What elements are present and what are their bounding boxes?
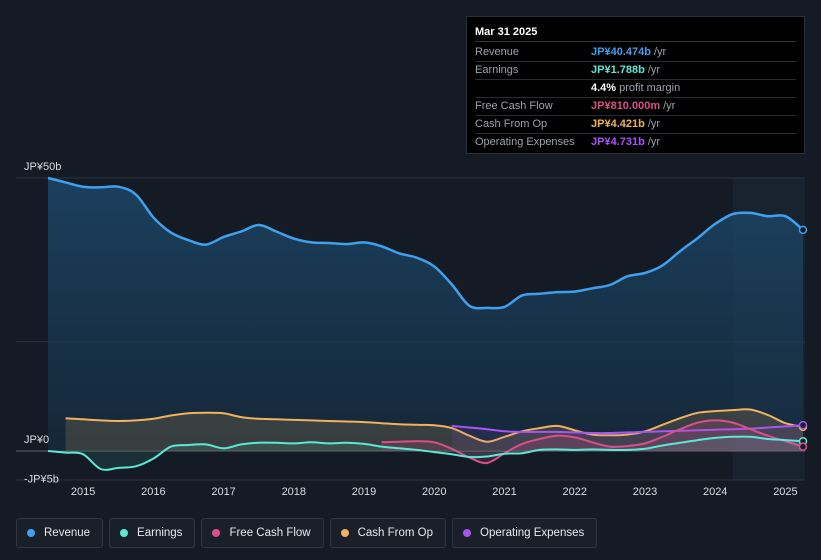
- area-operating-expenses: [451, 425, 803, 451]
- x-tick-label: 2023: [633, 486, 657, 498]
- tooltip-value: JP¥4.421b: [591, 118, 645, 130]
- legend-item-revenue[interactable]: Revenue: [16, 518, 104, 548]
- y-tick-label: -JP¥5b: [24, 473, 59, 485]
- data-tooltip: Mar 31 2025 Revenue JP¥40.474b /yr Earni…: [466, 16, 805, 154]
- legend-label: Earnings: [137, 527, 183, 539]
- area-earnings: [48, 436, 803, 470]
- chart-legend: Revenue Earnings Free Cash Flow Cash Fro…: [16, 518, 598, 548]
- tooltip-row-operating-expenses: Operating Expenses JP¥4.731b /yr: [475, 134, 796, 151]
- legend-item-earnings[interactable]: Earnings: [109, 518, 196, 548]
- tooltip-row-revenue: Revenue JP¥40.474b /yr: [475, 44, 796, 62]
- tooltip-value: JP¥4.731b: [591, 136, 645, 148]
- tooltip-unit: /yr: [647, 118, 661, 130]
- x-tick-label: 2020: [422, 486, 446, 498]
- tooltip-value: JP¥40.474b: [591, 46, 651, 58]
- tooltip-row-earnings: Earnings JP¥1.788b /yr: [475, 62, 796, 80]
- tooltip-unit: /yr: [653, 46, 667, 58]
- line-operating-expenses: [451, 424, 804, 435]
- line-cash-from-op: [65, 408, 804, 443]
- legend-label: Revenue: [44, 527, 91, 539]
- area-revenue: [48, 178, 803, 451]
- x-tick-label: 2024: [703, 486, 727, 498]
- point-free-cash-flow-last: [798, 442, 808, 451]
- x-tick-label: 2016: [141, 486, 165, 498]
- x-tick-label: 2022: [563, 486, 587, 498]
- tooltip-row-free-cash-flow: Free Cash Flow JP¥810.000m /yr: [475, 98, 796, 116]
- area-free-cash-flow: [381, 420, 803, 464]
- line-earnings: [47, 435, 804, 471]
- legend-label: Cash From Op: [357, 527, 434, 539]
- x-tick-label: 2015: [71, 486, 95, 498]
- legend-item-free-cash-flow[interactable]: Free Cash Flow: [201, 518, 324, 548]
- point-operating-expenses-last: [798, 420, 808, 430]
- legend-label: Operating Expenses: [480, 527, 585, 539]
- y-tick-label: JP¥0: [24, 434, 49, 446]
- tooltip-label: [475, 80, 591, 97]
- legend-dot-icon: [212, 529, 221, 537]
- tooltip-label: Cash From Op: [475, 118, 548, 130]
- line-revenue: [47, 176, 804, 310]
- tooltip-value: JP¥1.788b: [591, 64, 645, 76]
- tooltip-unit: /yr: [647, 136, 661, 148]
- legend-dot-icon: [340, 529, 349, 537]
- tooltip-label: Earnings: [475, 64, 519, 76]
- x-tick-label: 2017: [211, 486, 235, 498]
- legend-label: Free Cash Flow: [229, 527, 311, 539]
- legend-item-operating-expenses[interactable]: Operating Expenses: [452, 518, 598, 548]
- x-tick-label: 2018: [282, 486, 306, 498]
- legend-dot-icon: [463, 529, 472, 537]
- tooltip-unit: /yr: [647, 64, 661, 76]
- tooltip-row-cash-from-op: Cash From Op JP¥4.421b /yr: [475, 116, 796, 134]
- x-tick-label: 2025: [773, 486, 797, 498]
- tooltip-label: Revenue: [475, 46, 520, 58]
- x-tick-label: 2021: [492, 486, 516, 498]
- legend-dot-icon: [27, 529, 35, 537]
- y-tick-label: JP¥50b: [24, 161, 61, 173]
- point-revenue-last: [798, 225, 808, 235]
- tooltip-value: JP¥810.000m: [591, 100, 661, 112]
- tooltip-unit: profit margin: [619, 82, 681, 94]
- tooltip-label: Free Cash Flow: [475, 100, 553, 112]
- area-cash-from-op: [65, 409, 804, 451]
- tooltip-row-profit-margin: 4.4% profit margin: [475, 80, 796, 98]
- tooltip-value: 4.4%: [591, 82, 617, 94]
- x-tick-label: 2019: [352, 486, 376, 498]
- legend-item-cash-from-op[interactable]: Cash From Op: [329, 518, 447, 548]
- chart-canvas: JP¥50b JP¥0 -JP¥5b 2015 2016 2017 2018 2019 2020…: [16, 161, 808, 498]
- line-free-cash-flow: [381, 419, 804, 465]
- legend-dot-icon: [120, 529, 129, 537]
- tooltip-date: Mar 31 2025: [475, 23, 796, 42]
- tooltip-unit: /yr: [663, 100, 676, 112]
- tooltip-label: Operating Expenses: [475, 136, 575, 148]
